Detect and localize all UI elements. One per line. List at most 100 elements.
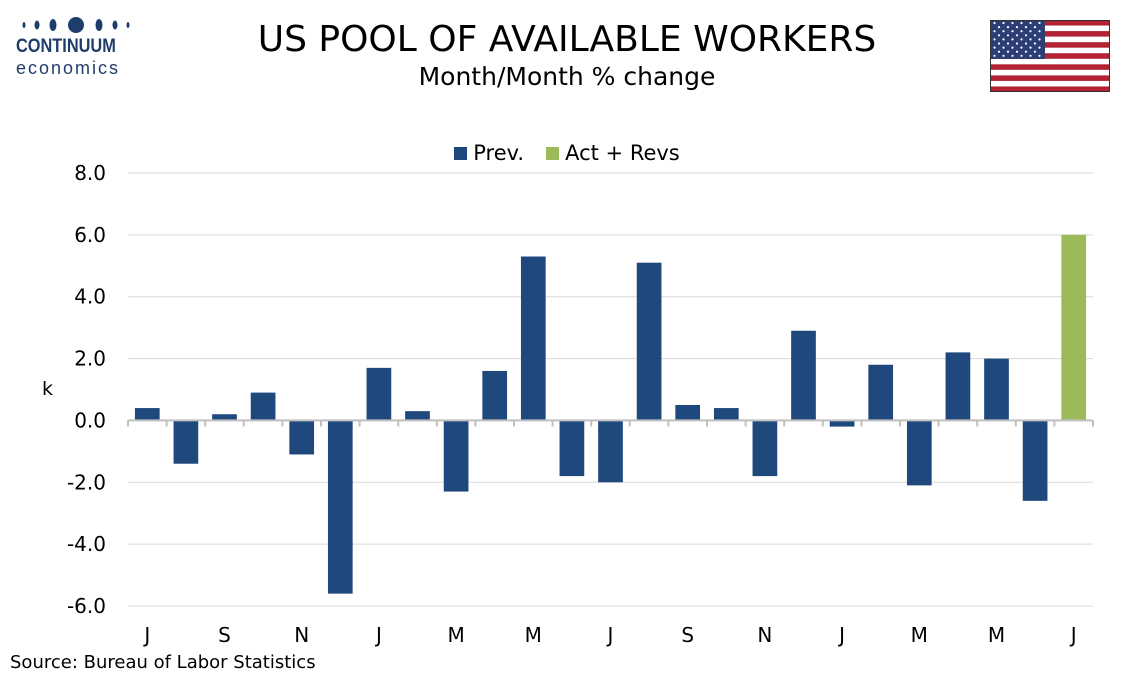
bar-prev bbox=[713, 408, 739, 421]
x-tick-label: N bbox=[294, 623, 309, 647]
flag-star bbox=[1006, 34, 1010, 37]
bar-prev bbox=[289, 420, 315, 455]
flag-star bbox=[1020, 21, 1023, 25]
flag-stripe bbox=[990, 75, 1110, 81]
legend-swatch-act bbox=[546, 146, 560, 160]
flag-stripes bbox=[990, 20, 1110, 92]
flag-star bbox=[1002, 38, 1005, 41]
flag-star bbox=[1015, 42, 1019, 45]
flag-star bbox=[1015, 34, 1019, 37]
bars bbox=[134, 234, 1087, 594]
bar-prev bbox=[173, 420, 199, 464]
bar-prev bbox=[134, 408, 160, 421]
logo-dot bbox=[49, 19, 57, 31]
flag-star bbox=[997, 42, 1001, 45]
flag-star bbox=[1038, 46, 1041, 49]
flag-star bbox=[1011, 30, 1014, 33]
flag-star bbox=[1002, 30, 1005, 33]
bar-prev bbox=[945, 352, 971, 421]
flag-star bbox=[1029, 21, 1032, 25]
bar-prev bbox=[250, 392, 276, 421]
bar-prev bbox=[559, 420, 585, 477]
bar-prev bbox=[791, 330, 816, 421]
flag-star bbox=[1011, 46, 1014, 49]
flag-star bbox=[1002, 54, 1005, 57]
x-axis bbox=[127, 419, 1094, 427]
flag-star bbox=[1011, 38, 1014, 41]
flag-star bbox=[1029, 46, 1032, 49]
chart-subtitle: Month/Month % change bbox=[418, 62, 716, 91]
flag-star bbox=[993, 21, 996, 25]
flag-star bbox=[1038, 30, 1041, 33]
x-tick-label: N bbox=[757, 623, 772, 647]
flag-stripe bbox=[990, 86, 1110, 92]
us-flag-icon bbox=[990, 20, 1110, 92]
y-tick-label: -2.0 bbox=[67, 470, 106, 494]
legend-label-prev: Prev. bbox=[473, 141, 525, 165]
flag-stripe bbox=[990, 64, 1110, 70]
flag-star bbox=[1002, 46, 1005, 49]
flag-star bbox=[1020, 30, 1023, 33]
logo-dot bbox=[34, 20, 40, 30]
flag-star bbox=[1020, 38, 1023, 41]
flag-star bbox=[1033, 34, 1037, 37]
bar-prev bbox=[327, 420, 353, 594]
bar-prev bbox=[212, 414, 237, 421]
bar-prev bbox=[675, 404, 701, 421]
flag-star bbox=[1011, 54, 1014, 57]
x-tick-label: J bbox=[374, 623, 382, 647]
logo-dot bbox=[112, 20, 118, 30]
flag-star bbox=[997, 26, 1001, 29]
flag-star bbox=[1011, 21, 1014, 25]
flag-star bbox=[997, 50, 1001, 53]
flag-star bbox=[993, 30, 996, 33]
flag-star bbox=[1024, 42, 1028, 45]
chart-legend: Prev. Act + Revs bbox=[0, 140, 1134, 166]
y-tick-label: 6.0 bbox=[74, 223, 106, 247]
y-tick-label: 8.0 bbox=[74, 161, 106, 185]
bar-prev bbox=[984, 358, 1009, 421]
logo-dots-icon bbox=[22, 17, 130, 33]
flag-stripe bbox=[990, 42, 1110, 48]
flag-star bbox=[1029, 54, 1032, 57]
y-tick-label: 2.0 bbox=[74, 347, 106, 371]
bar-prev bbox=[520, 256, 546, 421]
y-axis-ticks: 8.0 6.0 4.0 2.0 0.0 -2.0 -4.0 -6.0 bbox=[67, 161, 106, 618]
logo-dot bbox=[68, 17, 84, 33]
y-tick-label: -4.0 bbox=[67, 532, 106, 556]
bar-prev bbox=[636, 262, 662, 421]
bar-prev bbox=[366, 367, 392, 421]
flag-stars bbox=[993, 21, 1041, 57]
flag-star bbox=[1006, 50, 1010, 53]
x-tick-label: J bbox=[1069, 623, 1077, 647]
flag-star bbox=[1015, 50, 1019, 53]
flag-star bbox=[1006, 26, 1010, 29]
x-tick-label: M bbox=[525, 623, 542, 647]
gridlines bbox=[128, 172, 1093, 607]
legend-item-act: Act + Revs bbox=[546, 141, 680, 165]
y-tick-label: -6.0 bbox=[67, 594, 106, 618]
bar-prev bbox=[906, 420, 932, 486]
source-note: Source: Bureau of Labor Statistics bbox=[10, 652, 316, 673]
flag-star bbox=[1020, 46, 1023, 49]
flag-star bbox=[1038, 21, 1041, 25]
bar-prev bbox=[443, 420, 469, 492]
chart-title: US POOL OF AVAILABLE WORKERS bbox=[257, 19, 877, 60]
logo-subtext: economics bbox=[16, 58, 121, 78]
flag-star bbox=[1029, 30, 1032, 33]
logo-name: CONTINUUM bbox=[16, 36, 116, 57]
bar-prev bbox=[598, 420, 623, 483]
bar-prev bbox=[829, 420, 855, 427]
flag-star bbox=[1033, 42, 1037, 45]
flag-star bbox=[1020, 54, 1023, 57]
flag-star bbox=[1015, 26, 1019, 29]
bar-prev bbox=[868, 364, 894, 421]
flag-star bbox=[1006, 42, 1010, 45]
flag-stripe bbox=[990, 31, 1110, 37]
x-tick-label: M bbox=[911, 623, 928, 647]
flag-star bbox=[1038, 38, 1041, 41]
flag-star bbox=[993, 46, 996, 49]
y-tick-label: 4.0 bbox=[74, 285, 106, 309]
flag-star bbox=[1002, 21, 1005, 25]
